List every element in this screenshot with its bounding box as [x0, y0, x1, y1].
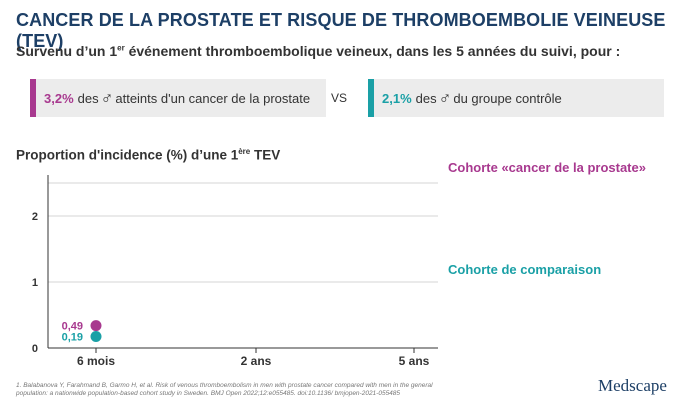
subtitle-sup: er	[117, 43, 125, 53]
comparison-text-pre: des	[415, 90, 437, 106]
data-point-comparison	[90, 330, 102, 342]
chart-title-sup: ère	[238, 147, 251, 156]
chart-title: Proportion d'incidence (%) d’une 1ère TE…	[16, 147, 280, 163]
comparison-pct-control: 2,1%	[382, 90, 412, 106]
subtitle-post: événement thromboembolique veineux, dans…	[124, 43, 621, 59]
footnote: 1. Balabanova Y, Farahmand B, Garmo H, e…	[16, 382, 433, 398]
comparison-color-bar	[368, 79, 374, 117]
page-title: CANCER DE LA PROSTATE ET RISQUE DE THROM…	[16, 10, 666, 51]
subtitle-pre: Survenu d’un 1	[16, 43, 118, 59]
vs-label: VS	[331, 91, 348, 105]
comparison-text-cancer: atteints d'un cancer de la prostate	[115, 90, 311, 106]
comparison-text-control: du groupe contrôle	[453, 90, 562, 106]
male-icon: ♂	[100, 88, 114, 108]
male-icon: ♂	[438, 88, 452, 108]
comparison-text-pre: des	[77, 90, 99, 106]
y-tick-label: 2	[32, 211, 38, 223]
y-tick-label: 0	[32, 343, 38, 355]
comparison-box-cancer: 3,2% des ♂ atteints d'un cancer de la pr…	[30, 79, 326, 117]
data-label-cancer: 0,49	[62, 321, 83, 333]
chart-title-pre: Proportion d'incidence (%) d’une 1	[16, 147, 239, 163]
subtitle: Survenu d’un 1er événement thromboemboli…	[16, 43, 620, 59]
data-point-cancer	[90, 320, 102, 332]
x-tick-label: 6 mois	[77, 354, 115, 368]
comparison-box-control: 2,1% des ♂ du groupe contrôle	[368, 79, 664, 117]
x-tick-label: 5 ans	[399, 354, 430, 368]
y-tick-label: 1	[32, 277, 38, 289]
legend-cancer-cohort: Cohorte «cancer de la prostate»	[448, 160, 646, 175]
chart-title-post: TEV	[250, 147, 281, 163]
medscape-logo: Medscape	[598, 376, 667, 395]
legend-comparison-cohort: Cohorte de comparaison	[448, 262, 602, 277]
comparison-pct-cancer: 3,2%	[44, 90, 74, 106]
x-tick-label: 2 ans	[241, 354, 272, 368]
data-label-comparison: 0,19	[62, 331, 83, 343]
comparison-color-bar	[30, 79, 36, 117]
